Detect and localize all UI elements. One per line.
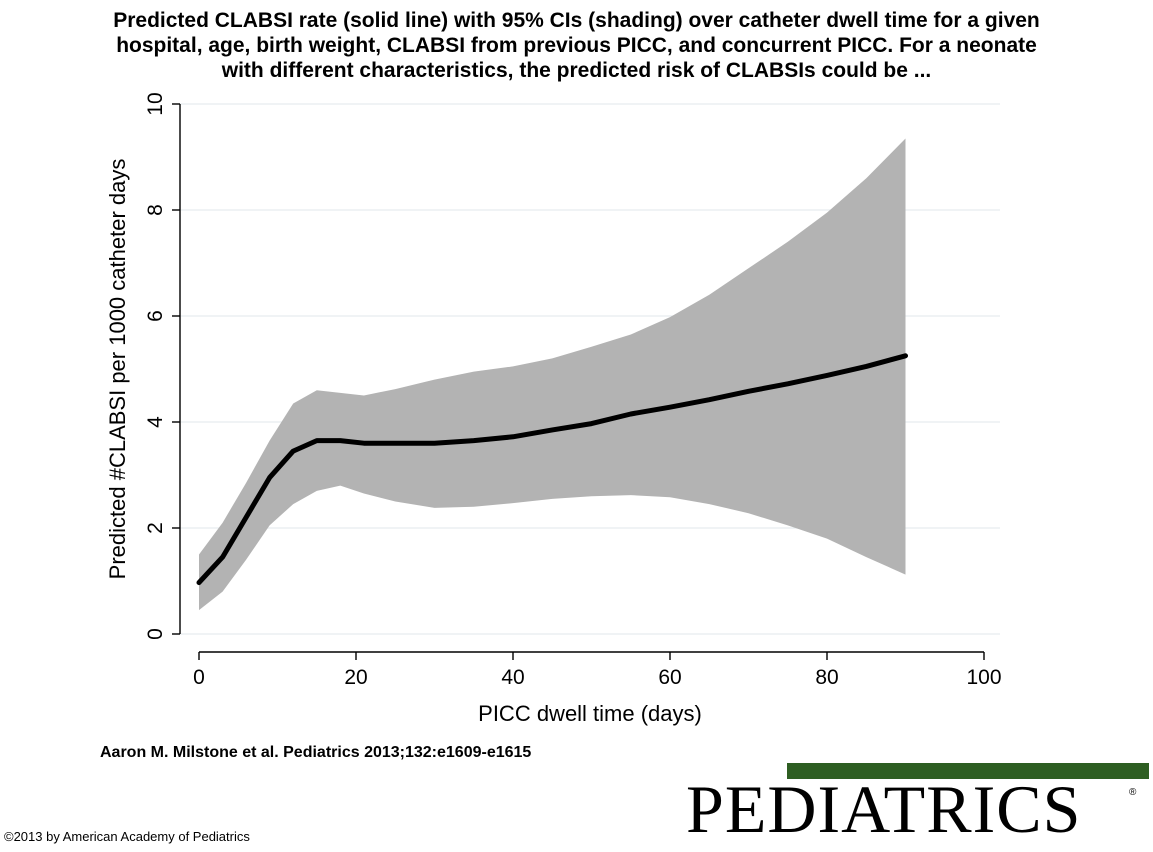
copyright-notice: ©2013 by American Academy of Pediatrics [4, 829, 250, 844]
x-tick-label-0: 0 [193, 666, 205, 689]
title-line-3: with different characteristics, the pred… [221, 59, 932, 82]
title-line-2: hospital, age, birth weight, CLABSI from… [116, 34, 1037, 57]
y-tick-label-0: 0 [144, 628, 167, 640]
estimate-line [196, 353, 908, 586]
x-tick-label-3: 60 [658, 666, 681, 689]
x-tick-label-4: 80 [815, 666, 838, 689]
x-tick-label-5: 100 [966, 666, 1001, 689]
citation: Aaron M. Milstone et al. Pediatrics 2013… [100, 744, 532, 761]
x-tick-label-2: 40 [501, 666, 524, 689]
y-tick-label-5: 10 [144, 92, 167, 115]
x-axis-label: PICC dwell time (days) [478, 701, 702, 726]
confidence-band [199, 138, 906, 611]
y-tick-label-3: 6 [144, 310, 167, 322]
title-line-1: Predicted CLABSI rate (solid line) with … [113, 9, 1040, 32]
y-tick-label-2: 4 [144, 416, 167, 428]
chart-title: Predicted CLABSI rate (solid line) with … [0, 8, 1153, 83]
x-tick-label-1: 20 [344, 666, 367, 689]
y-axis-label: Predicted #CLABSI per 1000 catheter days [105, 159, 130, 580]
y-tick-label-4: 8 [144, 204, 167, 216]
logo-bar [787, 763, 1149, 779]
registered-mark: ® [1129, 787, 1137, 798]
pediatrics-logo: PEDIATRICS [686, 771, 1082, 847]
y-tick-label-1: 2 [144, 522, 167, 534]
